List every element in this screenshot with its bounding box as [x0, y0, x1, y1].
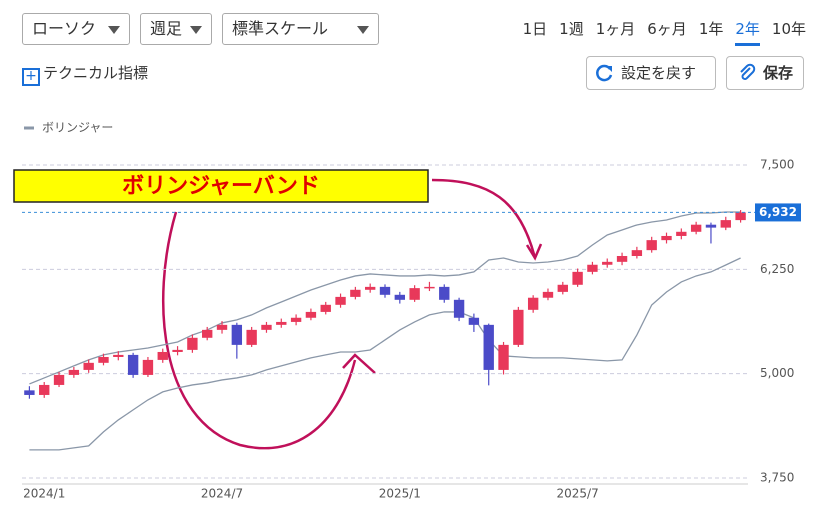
candle-body — [690, 224, 702, 232]
last-price-label: 6,932 — [759, 205, 797, 219]
range-tab[interactable]: 6ヶ月 — [647, 20, 687, 38]
legend-label: ボリンジャー — [42, 121, 113, 135]
candle-body — [720, 220, 731, 228]
candle-body — [661, 235, 672, 241]
candle-body — [39, 384, 50, 395]
reset-button[interactable]: 設定を戻す — [586, 56, 716, 90]
y-tick-label: 6,250 — [760, 262, 794, 276]
candle-body — [305, 311, 317, 318]
scale-dropdown[interactable]: 標準スケール — [222, 13, 379, 45]
candle-body — [557, 284, 568, 292]
reset-label: 設定を戻す — [621, 64, 697, 82]
clip-icon — [740, 63, 756, 80]
technical-label: テクニカル指標 — [43, 64, 149, 82]
last-price-tag — [755, 203, 801, 222]
y-tick-label: 5,000 — [760, 366, 794, 380]
range-tab[interactable]: 10年 — [771, 20, 806, 38]
candle-body — [335, 296, 346, 305]
candle-body — [187, 337, 198, 350]
period-dropdown[interactable]: 週足 — [140, 13, 212, 45]
x-tick-label: 2025/1 — [379, 487, 421, 501]
bollinger-upper — [29, 211, 741, 385]
save-label: 保存 — [763, 64, 794, 82]
candle-body — [83, 362, 94, 370]
candle-body — [231, 324, 243, 345]
candle-body — [24, 390, 35, 395]
candle-body — [631, 250, 643, 256]
x-tick-label: 2024/7 — [201, 487, 243, 501]
candle-body — [202, 329, 213, 338]
candle-body — [364, 286, 376, 290]
bollinger-lower — [29, 257, 741, 451]
candle-body — [453, 299, 465, 318]
candle-body — [157, 351, 168, 360]
annotation-text: ボリンジャーバンド — [122, 174, 320, 199]
x-tick-label: 2024/1 — [23, 487, 65, 501]
candle-body — [216, 324, 228, 330]
candle-body — [468, 317, 480, 325]
candle-body — [394, 294, 406, 300]
candle-body — [676, 231, 687, 236]
candle-body — [276, 321, 287, 325]
range-tab[interactable]: 1ヶ月 — [595, 20, 636, 38]
candle-body — [68, 369, 80, 375]
candle-body — [290, 317, 302, 322]
candle-body — [261, 324, 272, 330]
candle-body — [127, 354, 139, 375]
annotation-box — [13, 169, 429, 203]
candle-body — [527, 297, 539, 310]
candle-body — [350, 289, 361, 297]
range-tabs: 1日 1週 1ヶ月 6ヶ月 1年 2年 10年 — [523, 18, 806, 46]
range-tab[interactable]: 1週 — [559, 20, 584, 38]
annotation-arrows — [162, 178, 543, 450]
candle-body — [172, 349, 183, 352]
candle-body — [646, 240, 657, 251]
candle-body — [113, 354, 124, 357]
candle-body — [587, 264, 598, 272]
candle-body — [379, 286, 391, 295]
candle-body — [439, 286, 450, 300]
candle-body — [142, 359, 154, 375]
candle-body — [572, 271, 583, 285]
candle-body — [602, 261, 613, 265]
candle-body — [705, 224, 717, 228]
chart-type-dropdown[interactable]: ローソク — [22, 13, 130, 45]
candle-body — [483, 324, 494, 370]
y-tick-label: 7,500 — [760, 158, 794, 172]
candle-body — [616, 255, 628, 262]
range-tab[interactable]: 1日 — [522, 20, 548, 38]
candle-body — [424, 286, 435, 289]
y-tick-label: 3,750 — [760, 471, 794, 485]
candle-body — [409, 288, 420, 300]
range-tab[interactable]: 1年 — [698, 20, 724, 38]
candle-body — [53, 374, 65, 385]
plus-icon: + — [22, 68, 40, 86]
technical-button[interactable]: + テクニカル指標 — [22, 62, 148, 86]
range-tab[interactable]: 2年 — [735, 18, 760, 46]
candle-body — [513, 309, 524, 345]
candle-body — [735, 212, 746, 221]
candle-body — [98, 356, 109, 363]
save-button[interactable]: 保存 — [726, 56, 804, 90]
candle-body — [498, 344, 509, 370]
x-tick-label: 2025/7 — [557, 487, 599, 501]
candle-body — [246, 329, 257, 345]
reset-icon — [596, 64, 613, 82]
candle-body — [320, 304, 331, 312]
candle-body — [542, 291, 554, 298]
